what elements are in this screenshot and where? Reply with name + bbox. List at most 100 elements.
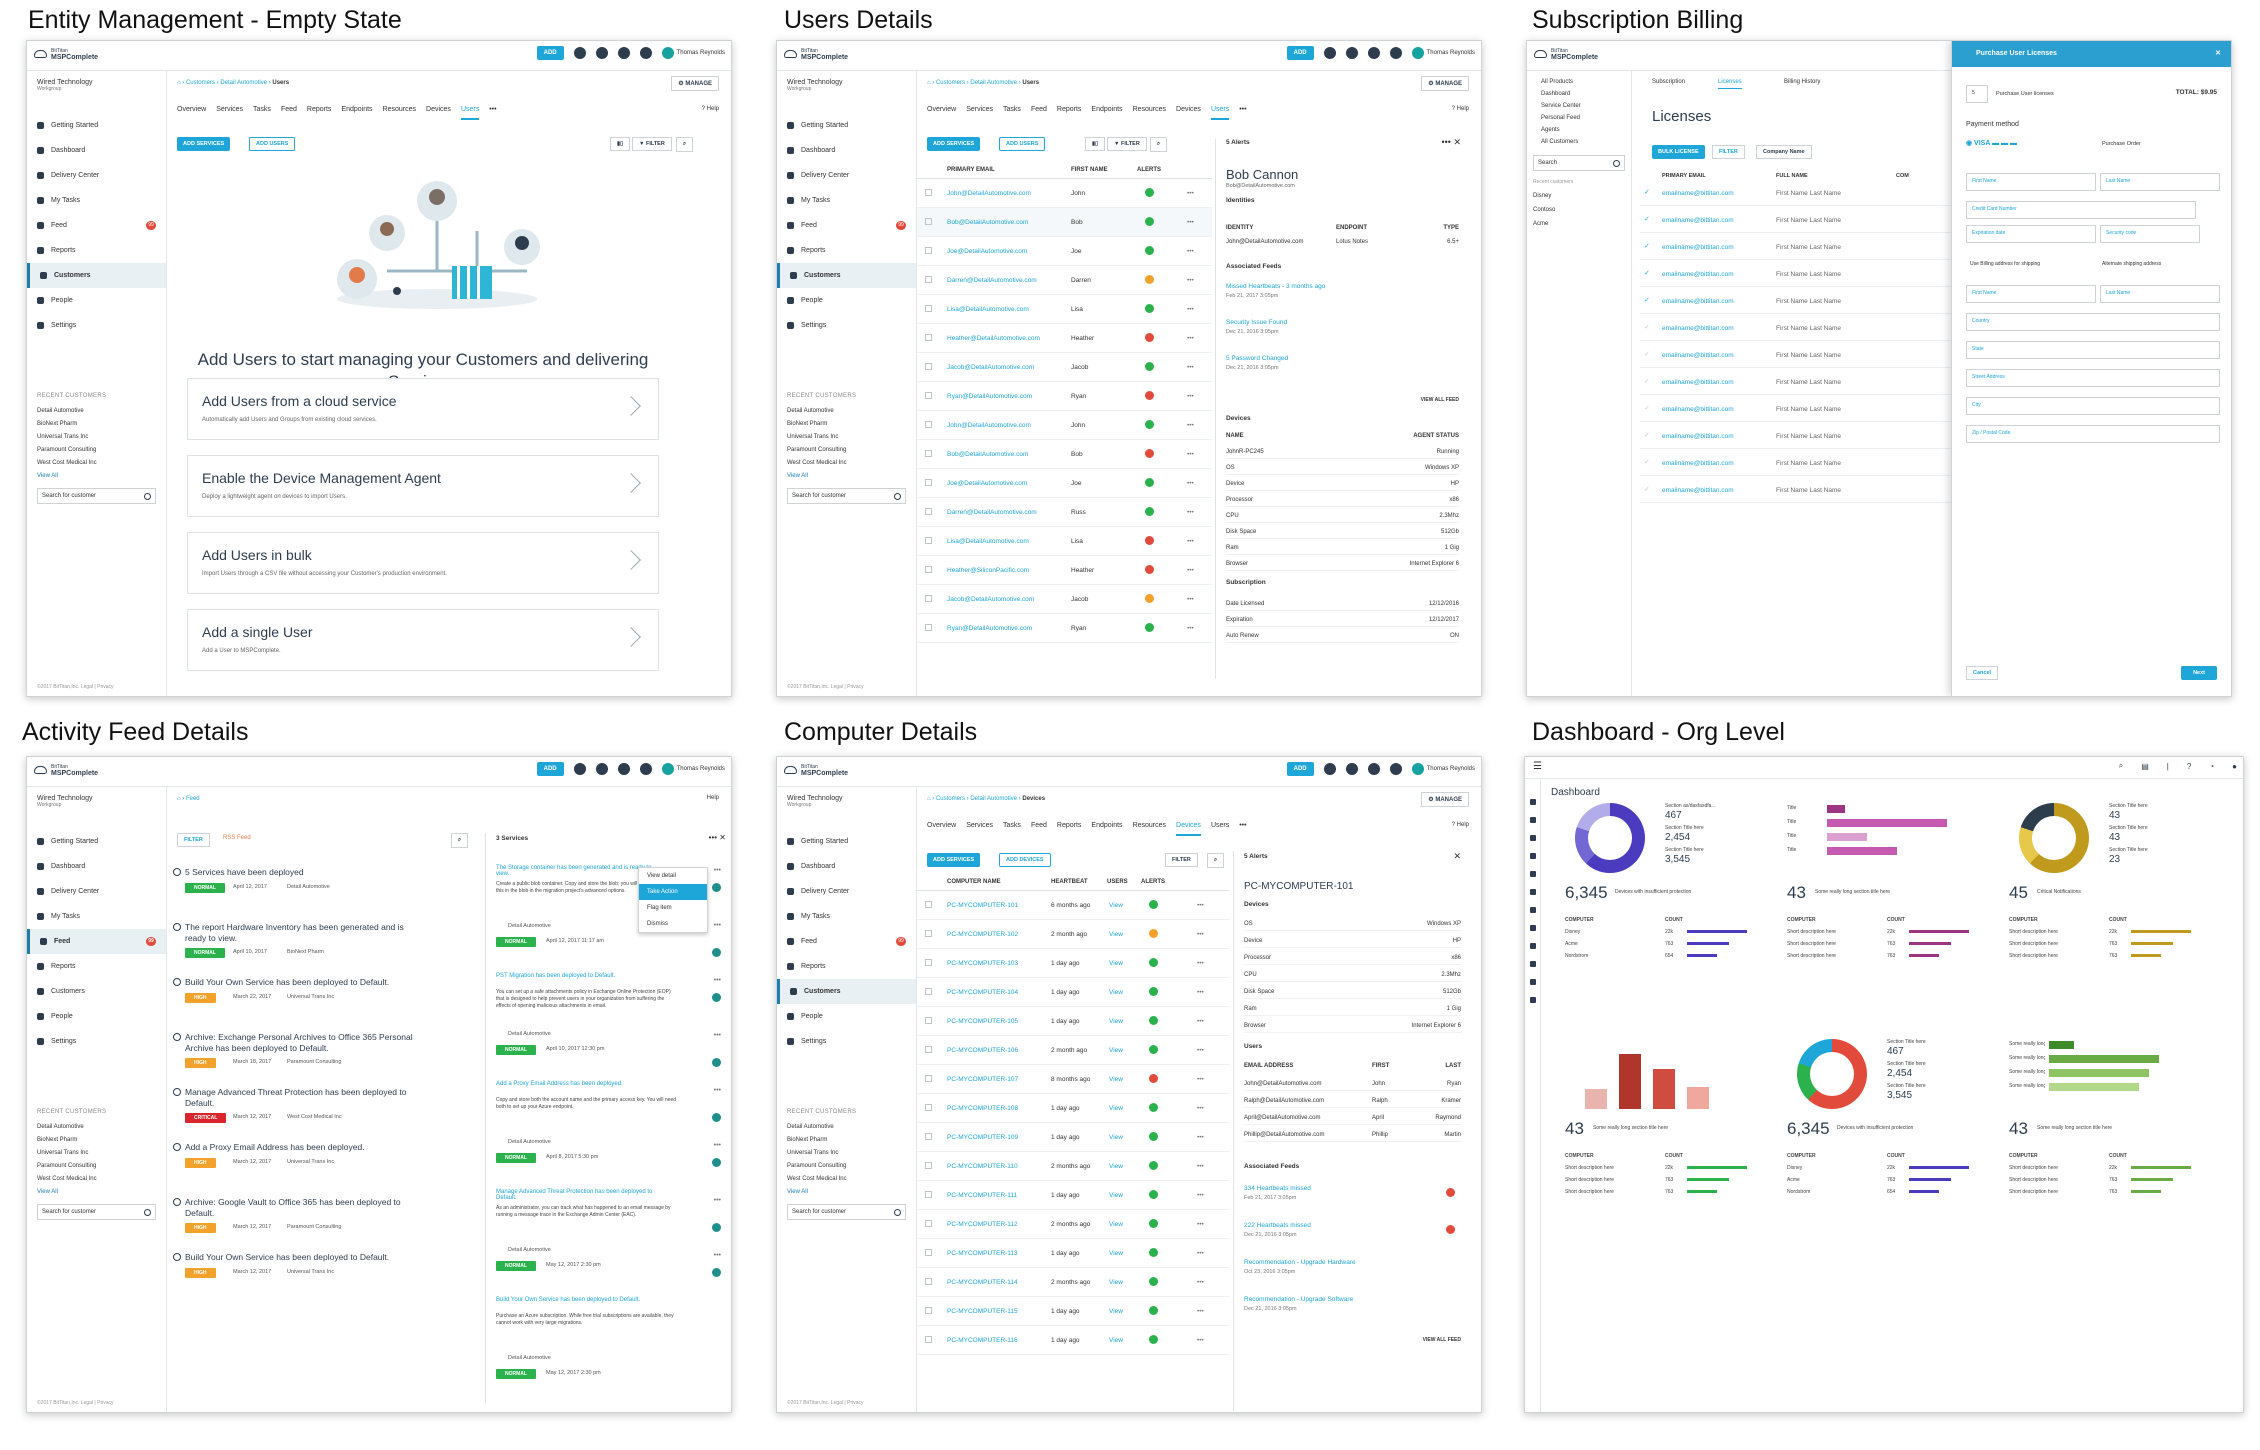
customer-name[interactable]: Paramount Consulting (287, 1224, 342, 1230)
feed-title[interactable]: Missed Heartbeats - 3 months ago (1226, 283, 1326, 290)
context-menu-item[interactable]: Dismiss (647, 921, 668, 927)
billing-menu-item[interactable]: Service Center (1541, 103, 1581, 109)
view-all-feed-link[interactable]: VIEW ALL FEED (1420, 397, 1459, 403)
feed-item-text[interactable]: Archive: Google Vault to Office 365 has … (185, 1197, 401, 1218)
chart-toggle-icon[interactable]: ▮▯ (610, 137, 631, 151)
table-row[interactable]: PC-MYCOMPUTER-105 1 day ago View ••• (917, 1007, 1229, 1036)
sidebar-item-feed[interactable]: Feed 99 (27, 213, 166, 238)
license-row[interactable]: ✓ emailname@bittitan.com First Name Last N… (1640, 233, 2231, 260)
row-email[interactable]: emailname@bittitan.com (1662, 298, 1734, 305)
company-name-select[interactable]: Company Name (1756, 145, 1812, 159)
recent-customer-item[interactable]: West Cost Medical Inc (37, 460, 97, 466)
dollar-icon[interactable] (1367, 763, 1380, 775)
card-logos-icon[interactable]: ◉ VISA ▬ ▬ ▬ (1966, 140, 2017, 147)
tab-resources[interactable]: Resources (1132, 822, 1167, 829)
row-checkbox[interactable] (925, 537, 932, 544)
service-customer[interactable]: Detail Automotive (508, 1247, 551, 1253)
form-field-card[interactable]: Credit Card Number (1966, 201, 2196, 219)
row-more-icon[interactable]: ••• (1187, 625, 1194, 632)
feed-item[interactable]: Security Issue Found Dec 21, 2016 3:05pm (1226, 319, 1459, 357)
user-menu[interactable]: Thomas Reynolds (661, 763, 725, 775)
app-logo[interactable]: BitTitan MSPComplete (784, 47, 858, 65)
manage-button[interactable]: ⚙ MANAGE (1421, 792, 1469, 807)
search-icon[interactable]: ⌕ (676, 137, 694, 152)
more-tabs-icon[interactable]: ••• (1239, 106, 1247, 113)
help-icon[interactable] (1345, 47, 1358, 59)
row-view-link[interactable]: View (1109, 1308, 1123, 1315)
view-all-link[interactable]: View All (787, 473, 808, 479)
filter-button[interactable]: FILTER (177, 833, 210, 847)
table-row[interactable]: PC-MYCOMPUTER-107 8 months ago View ••• (917, 1065, 1229, 1094)
row-checkbox[interactable] (925, 1220, 932, 1227)
form-field-cvv[interactable]: Security code (2100, 225, 2200, 243)
col-first-name[interactable]: FIRST NAME (1071, 167, 1108, 173)
filter-button[interactable]: FILTER (1712, 145, 1745, 159)
recent-customer-item[interactable]: BioNext Pharm (787, 1137, 828, 1143)
view-all-feed-link[interactable]: VIEW ALL FEED (1422, 1337, 1461, 1343)
row-computer-name[interactable]: PC-MYCOMPUTER-102 (947, 931, 1019, 938)
recent-customer-item[interactable]: West Cost Medical Inc (787, 1176, 847, 1182)
form-field-first[interactable]: First Name (1966, 285, 2096, 303)
row-email[interactable]: Bob@DetailAutomotive.com (947, 451, 1029, 458)
table-row[interactable]: Joe@DetailAutomotive.com Joe ••• (917, 469, 1212, 498)
add-devices-button[interactable]: ADD DEVICES (999, 853, 1051, 867)
table-row[interactable]: Lisa@DetailAutomotive.com Lisa ••• (917, 295, 1212, 324)
search-icon[interactable]: ⌕ (1150, 137, 1168, 152)
row-checkbox[interactable] (925, 1307, 932, 1314)
sidebar-item-people[interactable]: People (777, 1004, 916, 1029)
rail-nav-icon[interactable] (1530, 871, 1536, 877)
help-icon[interactable] (595, 763, 608, 775)
row-email[interactable]: John@DetailAutomotive.com (947, 190, 1031, 197)
recent-customer-item[interactable]: Detail Automotive (37, 408, 84, 414)
more-icon[interactable]: ••• ✕ (1441, 137, 1462, 147)
recent-customer-item[interactable]: Detail Automotive (787, 1124, 834, 1130)
tab-tasks[interactable]: Tasks (253, 106, 271, 113)
row-checkbox[interactable] (925, 450, 932, 457)
row-email[interactable]: Ryan@DetailAutomotive.com (947, 625, 1032, 632)
row-view-link[interactable]: View (1109, 931, 1123, 938)
rail-nav-icon[interactable] (1530, 889, 1536, 895)
tab-overview[interactable]: Overview (927, 106, 957, 113)
sidebar-item-people[interactable]: People (27, 288, 166, 313)
row-view-link[interactable]: View (1109, 989, 1123, 996)
chat-icon[interactable] (1323, 47, 1336, 59)
more-icon[interactable]: ••• (713, 977, 721, 984)
cart-icon[interactable]: ▤ (2141, 761, 2149, 771)
sidebar-item-dashboard[interactable]: Dashboard (27, 854, 166, 879)
customer-search-input[interactable]: Search for customer (37, 1204, 156, 1220)
crumb-detail-automotive[interactable]: Detail Automotive (970, 796, 1018, 802)
row-email[interactable]: emailname@bittitan.com (1662, 352, 1734, 359)
table-row[interactable]: Heather@SiliconPacific.com Heather ••• (917, 556, 1212, 585)
action-icon[interactable] (712, 1058, 721, 1067)
row-more-icon[interactable]: ••• (1197, 1076, 1204, 1083)
col-primary-email[interactable]: PRIMARY EMAIL (1662, 173, 1706, 179)
tab-users[interactable]: Users (1210, 106, 1230, 120)
billing-menu-item[interactable]: All Products (1541, 79, 1574, 85)
service-customer[interactable]: Detail Automotive (508, 1031, 551, 1037)
rail-nav-icon[interactable] (1530, 943, 1536, 949)
row-view-link[interactable]: View (1109, 902, 1123, 909)
rail-nav-icon[interactable] (1530, 853, 1536, 859)
sidebar-item-customers[interactable]: Customers (27, 979, 166, 1004)
manage-button[interactable]: ⚙ MANAGE (1421, 76, 1469, 91)
user-row[interactable]: Ralph@DetailAutomotive.com Ralph Kramer (1244, 1094, 1461, 1108)
cancel-button[interactable]: Cancel (1966, 666, 1999, 680)
feed-item[interactable]: 5 Services have been deployed NORMAL April… (173, 867, 721, 917)
associated-feeds-heading[interactable]: Associated Feeds (1244, 1163, 1300, 1170)
col-heartbeat[interactable]: HEARTBEAT (1051, 879, 1088, 885)
billing-menu-item[interactable]: Dashboard (1541, 91, 1571, 97)
row-checkbox[interactable] (925, 566, 932, 573)
sidebar-item-settings[interactable]: Settings (27, 1029, 166, 1054)
sidebar-item-reports[interactable]: Reports (27, 954, 166, 979)
customer-name[interactable]: West Cost Medical Inc (287, 1114, 342, 1120)
search-icon[interactable]: ⌕ (1207, 853, 1225, 868)
table-row[interactable]: John@DetailAutomotive.com John ••• (917, 179, 1212, 208)
feed-item[interactable]: Archive: Exchange Personal Archives to O… (173, 1032, 721, 1082)
recent-customer-item[interactable]: Universal Trans Inc (787, 1150, 839, 1156)
row-email[interactable]: Darren@DetailAutomotive.com (947, 277, 1037, 284)
row-checkbox[interactable] (925, 392, 932, 399)
table-row[interactable]: PC-MYCOMPUTER-111 1 day ago View ••• (917, 1181, 1229, 1210)
add-button[interactable]: ADD (536, 762, 564, 776)
license-row[interactable]: ✓ emailname@bittitan.com First Name Last N… (1640, 449, 2231, 476)
customer-name[interactable]: Paramount Consulting (287, 1059, 342, 1065)
